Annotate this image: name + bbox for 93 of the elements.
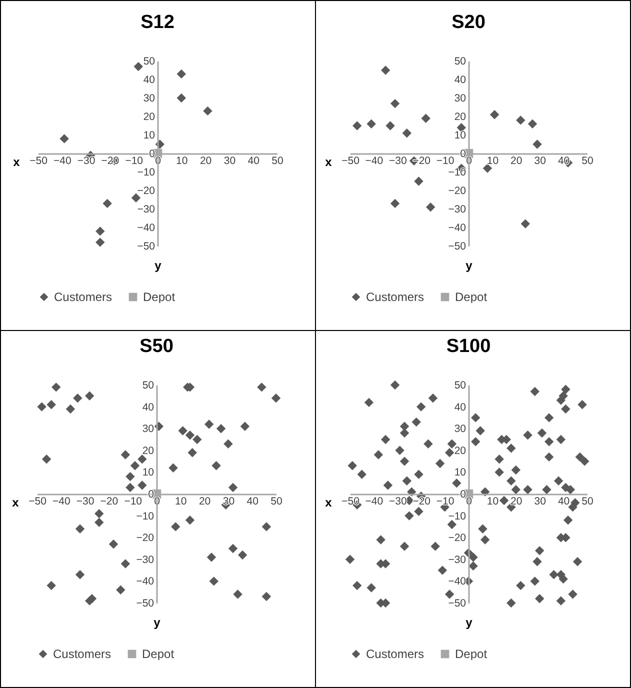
x-tick-label: 50 xyxy=(272,155,284,167)
y-tick-label: 50 xyxy=(142,380,154,392)
x-tick-label: 40 xyxy=(248,155,260,167)
x-tick-label: −50 xyxy=(28,496,47,508)
y-tick-label: −10 xyxy=(136,510,154,522)
chart-title: S100 xyxy=(446,336,491,357)
x-tick-label: −10 xyxy=(436,155,454,167)
y-tick-label: −20 xyxy=(448,532,466,544)
y-tick-label: 20 xyxy=(142,444,154,457)
x-tick-label: 10 xyxy=(176,155,188,167)
x-tick-label: −40 xyxy=(52,496,70,508)
y-tick-label: 10 xyxy=(143,130,156,142)
x-tick-label: 20 xyxy=(200,155,212,167)
x-tick-label: 40 xyxy=(246,496,259,508)
x-tick-label: −30 xyxy=(77,155,96,167)
y-tick-label: 30 xyxy=(142,423,154,436)
x-tick-label: −10 xyxy=(125,155,144,167)
x-tick-label: 10 xyxy=(486,496,499,508)
y-axis-title: x xyxy=(13,155,20,169)
y-tick-label: 20 xyxy=(454,444,466,457)
y-axis-title: x xyxy=(325,155,332,169)
y-tick-label: −40 xyxy=(448,576,466,588)
x-tick-label: 20 xyxy=(510,496,522,508)
y-tick-label: 40 xyxy=(454,401,466,414)
y-tick-label: 40 xyxy=(142,401,154,414)
x-tick-label: 30 xyxy=(534,496,546,508)
x-tick-label: −50 xyxy=(342,496,360,508)
y-tick-label: 40 xyxy=(454,74,466,86)
x-tick-label: 30 xyxy=(224,155,236,167)
x-axis-title: y xyxy=(466,258,473,272)
legend-label: Customers xyxy=(366,647,424,661)
y-tick-label: −10 xyxy=(448,510,466,522)
y-tick-label: −50 xyxy=(137,240,156,252)
x-tick-label: −30 xyxy=(76,496,94,508)
y-tick-label: 30 xyxy=(454,423,466,436)
x-tick-label: −10 xyxy=(124,496,142,508)
x-axis-title: y xyxy=(154,258,162,272)
y-tick-label: −50 xyxy=(448,598,466,610)
y-axis-title: x xyxy=(325,496,332,510)
x-tick-label: 40 xyxy=(558,496,570,508)
y-tick-label: 50 xyxy=(143,56,156,68)
x-tick-label: −50 xyxy=(30,155,48,167)
legend-label: Customers xyxy=(366,290,424,304)
x-tick-label: −40 xyxy=(53,155,72,167)
y-tick-label: 10 xyxy=(142,466,154,479)
x-tick-label: −30 xyxy=(388,155,407,167)
x-tick-label: −50 xyxy=(342,155,360,167)
y-tick-label: −40 xyxy=(137,222,156,234)
x-tick-label: −10 xyxy=(436,496,454,508)
y-tick-label: 20 xyxy=(454,111,466,123)
legend-label: Customers xyxy=(53,647,112,661)
x-tick-label: −20 xyxy=(100,496,118,508)
y-tick-label: −20 xyxy=(137,185,156,197)
y-tick-label: 30 xyxy=(454,92,466,104)
y-tick-label: −10 xyxy=(448,166,466,178)
y-tick-label: −20 xyxy=(448,185,466,197)
x-axis-title: y xyxy=(154,616,161,630)
y-tick-label: −50 xyxy=(448,240,466,252)
chart-title: S50 xyxy=(140,336,174,357)
x-tick-label: 30 xyxy=(222,496,235,508)
x-tick-label: 10 xyxy=(486,155,499,167)
y-tick-label: 10 xyxy=(454,130,466,142)
y-tick-label: −30 xyxy=(448,204,466,216)
y-tick-label: −30 xyxy=(137,204,156,216)
y-tick-label: 40 xyxy=(143,74,156,86)
x-tick-label: 30 xyxy=(534,155,546,167)
x-tick-label: 50 xyxy=(270,496,282,508)
chart-title: S20 xyxy=(452,12,486,33)
chart-title: S12 xyxy=(140,12,174,33)
y-tick-label: −30 xyxy=(136,554,154,566)
y-tick-label: 10 xyxy=(454,466,466,479)
legend-label: Customers xyxy=(54,290,112,304)
y-tick-label: −40 xyxy=(136,576,154,588)
x-tick-label: 10 xyxy=(175,496,187,508)
y-tick-label: −50 xyxy=(136,598,154,610)
x-tick-label: 50 xyxy=(582,496,594,508)
y-tick-label: −20 xyxy=(136,532,154,544)
x-tick-label: −20 xyxy=(412,496,431,508)
x-tick-label: −40 xyxy=(365,496,384,508)
y-tick-label: 30 xyxy=(143,92,156,104)
y-tick-label: 50 xyxy=(454,56,466,68)
x-axis-title: y xyxy=(466,616,473,630)
y-tick-label: 20 xyxy=(143,111,156,123)
x-tick-label: 50 xyxy=(582,155,594,167)
y-tick-label: −30 xyxy=(448,554,466,566)
y-axis-title: x xyxy=(12,496,20,510)
y-tick-label: 50 xyxy=(454,380,466,392)
y-tick-label: −10 xyxy=(137,166,156,178)
x-tick-label: −30 xyxy=(388,496,407,508)
x-tick-label: 20 xyxy=(198,496,211,508)
x-tick-label: 20 xyxy=(510,155,522,167)
x-tick-label: −40 xyxy=(365,155,384,167)
y-tick-label: −40 xyxy=(448,222,466,234)
